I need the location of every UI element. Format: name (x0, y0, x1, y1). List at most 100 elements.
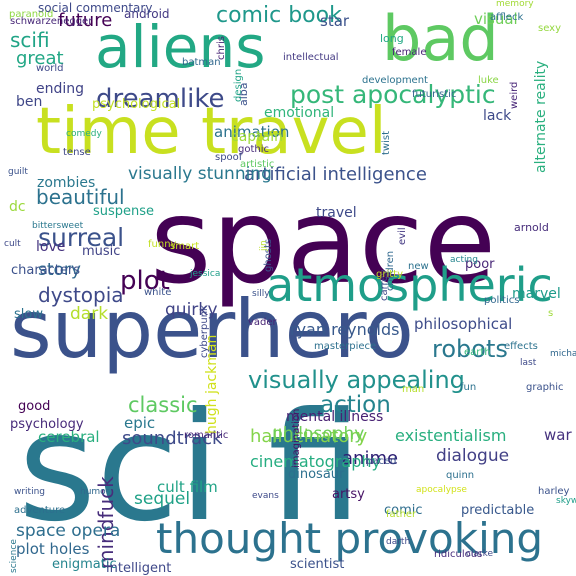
word-99: tense (63, 147, 91, 158)
word-118: cyberpunk (199, 304, 210, 358)
word-136: quinn (446, 470, 475, 481)
word-38: philosophical (414, 315, 513, 333)
word-17: classic (128, 393, 198, 417)
word-49: captain (231, 129, 283, 145)
word-31: quirky (165, 300, 218, 320)
word-128: fun (460, 382, 477, 393)
word-81: affleck (490, 12, 524, 23)
word-77: paranoid (9, 9, 54, 20)
word-0: space (150, 172, 497, 310)
word-144: ridiculous (434, 549, 483, 560)
word-101: bittersweet (32, 221, 84, 231)
word-33: artificial intelligence (244, 164, 427, 185)
word-34: visually stunning (128, 164, 272, 184)
word-15: dystopia (38, 283, 124, 307)
word-60: poor (465, 257, 495, 272)
word-106: jin (259, 240, 269, 251)
word-94: twist (381, 130, 392, 155)
word-93: futuristic (412, 89, 457, 100)
word-116: white (144, 287, 172, 298)
word-40: war (544, 426, 572, 444)
word-113: evil (397, 227, 408, 245)
word-141: darth (386, 537, 411, 547)
word-131: paced (366, 456, 397, 467)
word-18: soundtrack (122, 428, 223, 449)
word-32: ryan reynolds (290, 320, 400, 339)
word-1: sci fi (18, 381, 363, 555)
word-86: female (392, 47, 427, 58)
word-57: suspense (93, 204, 155, 219)
word-96: spoof (215, 152, 243, 163)
word-107: jessica (190, 269, 221, 279)
word-39: cerebral (38, 428, 100, 446)
word-119: politics (484, 295, 520, 306)
word-126: imagination (291, 408, 302, 469)
word-59: characters (11, 263, 81, 278)
word-124: last (520, 358, 537, 368)
word-115: gritty (376, 269, 403, 280)
word-109: acting (450, 255, 478, 265)
word-4: aliens (95, 13, 266, 81)
word-55: love (36, 239, 66, 255)
word-45: mental illness (286, 409, 384, 425)
word-74: android (124, 7, 170, 21)
word-64: good (18, 399, 51, 414)
word-103: funny (148, 239, 177, 250)
word-89: design (233, 69, 244, 103)
word-130: romantic (184, 430, 229, 441)
word-48: visual (474, 10, 518, 28)
word-68: enigmatic (52, 557, 117, 572)
word-110: new (408, 261, 429, 272)
word-82: sexy (538, 23, 562, 34)
word-19: hallucinatory (250, 426, 368, 447)
word-13: plot (120, 266, 170, 296)
word-98: comedy (66, 129, 102, 139)
word-22: anime (342, 448, 399, 469)
word-91: luke (478, 75, 499, 86)
word-129: graphic (526, 382, 564, 393)
word-20: philosophy (272, 424, 365, 444)
word-100: guilt (8, 167, 28, 177)
word-92: weird (509, 81, 520, 109)
word-14: robots (432, 335, 508, 363)
word-6: atmospheric (266, 258, 553, 312)
word-7: thought provoking (156, 514, 544, 563)
word-9: visually appealing (248, 366, 465, 394)
word-140: father (386, 509, 417, 520)
word-70: comic (384, 503, 423, 518)
word-120: masterpiece (314, 341, 377, 352)
word-139: adventure (14, 505, 66, 516)
word-87: batman (182, 57, 221, 68)
word-127: man (402, 384, 425, 395)
word-53: lack (483, 108, 512, 124)
word-16: action (320, 392, 391, 418)
word-35: cinematography (250, 452, 381, 471)
word-29: story (38, 260, 81, 280)
word-23: space opera (16, 521, 121, 541)
word-72: scientist (290, 557, 345, 572)
word-50: emotional (264, 105, 335, 121)
word-79: world (36, 63, 64, 74)
word-58: music (82, 244, 121, 259)
word-11: comic book (216, 3, 342, 28)
word-95: gothic (238, 144, 270, 155)
word-73: psychological (92, 97, 181, 112)
word-10: dreamlike (96, 84, 225, 114)
word-122: effects (504, 341, 538, 352)
word-56: dc (9, 199, 26, 215)
word-80: memory (496, 0, 534, 9)
word-132: apocalypse (416, 485, 467, 495)
word-84: intellectual (283, 52, 339, 63)
word-123: earth (464, 347, 491, 358)
word-27: scifi (10, 28, 50, 52)
word-24: sequel (134, 489, 191, 509)
word-114: arnold (514, 221, 549, 234)
word-63: slow (14, 307, 43, 322)
word-134: humor (80, 487, 110, 497)
word-69: intelligent (106, 561, 172, 576)
word-42: cult film (157, 478, 218, 496)
word-61: travel (316, 205, 357, 221)
word-135: evans (252, 491, 279, 501)
